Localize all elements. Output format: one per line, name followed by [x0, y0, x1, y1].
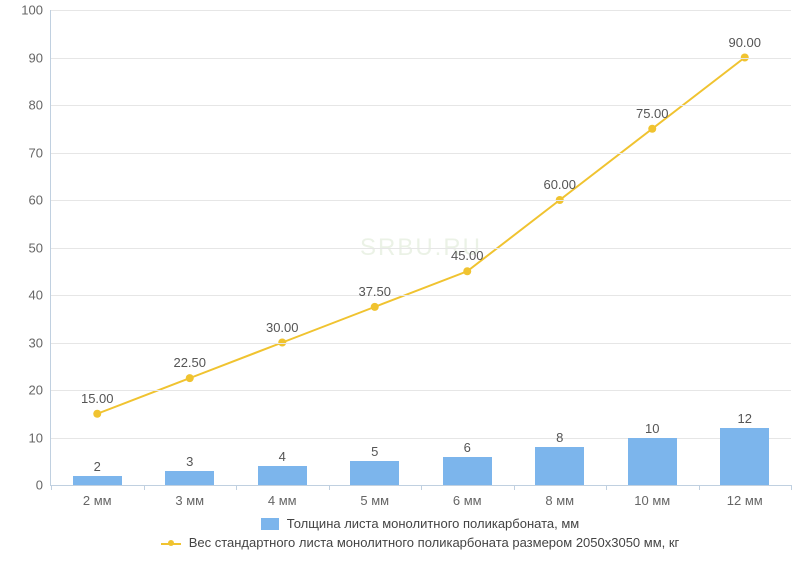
line-value-label: 45.00 [451, 248, 484, 263]
y-tick-label: 50 [29, 240, 43, 255]
gridline [51, 10, 791, 11]
line-value-label: 60.00 [543, 177, 576, 192]
x-category-label: 8 мм [545, 485, 574, 508]
bar: 8 [535, 447, 584, 485]
x-tick-mark [606, 485, 607, 490]
bar-value-label: 6 [464, 440, 471, 457]
y-tick-label: 70 [29, 145, 43, 160]
bar: 4 [258, 466, 307, 485]
gridline [51, 58, 791, 59]
x-tick-mark [51, 485, 52, 490]
gridline [51, 295, 791, 296]
x-category-label: 12 мм [727, 485, 763, 508]
gridline [51, 343, 791, 344]
line-value-label: 30.00 [266, 320, 299, 335]
bar-value-label: 3 [186, 454, 193, 471]
bar-value-label: 5 [371, 444, 378, 461]
bar-value-label: 4 [279, 449, 286, 466]
bar-value-label: 8 [556, 430, 563, 447]
legend-swatch-line [161, 537, 181, 549]
x-tick-mark [144, 485, 145, 490]
y-tick-label: 30 [29, 335, 43, 350]
x-category-label: 3 мм [175, 485, 204, 508]
bar: 3 [165, 471, 214, 485]
bar-value-label: 10 [645, 421, 659, 438]
x-category-label: 10 мм [634, 485, 670, 508]
line-value-label: 75.00 [636, 106, 669, 121]
x-tick-mark [236, 485, 237, 490]
x-category-label: 2 мм [83, 485, 112, 508]
y-tick-label: 40 [29, 288, 43, 303]
y-tick-label: 10 [29, 430, 43, 445]
x-tick-mark [421, 485, 422, 490]
bar-value-label: 2 [94, 459, 101, 476]
legend-label-bars: Толщина листа монолитного поликарбоната,… [287, 516, 579, 531]
x-category-label: 6 мм [453, 485, 482, 508]
y-tick-label: 20 [29, 383, 43, 398]
y-tick-label: 60 [29, 193, 43, 208]
legend-swatch-bar [261, 518, 279, 530]
y-tick-label: 80 [29, 98, 43, 113]
y-tick-label: 100 [21, 3, 43, 18]
y-tick-label: 90 [29, 50, 43, 65]
line-value-label: 90.00 [728, 35, 761, 50]
line-value-label: 15.00 [81, 391, 114, 406]
gridline [51, 438, 791, 439]
bar: 5 [350, 461, 399, 485]
x-category-label: 5 мм [360, 485, 389, 508]
gridline [51, 390, 791, 391]
y-tick-label: 0 [36, 478, 43, 493]
legend-label-line: Вес стандартного листа монолитного полик… [189, 535, 680, 550]
bar: 12 [720, 428, 769, 485]
gridline [51, 248, 791, 249]
x-tick-mark [514, 485, 515, 490]
chart: SRBU.RU 01020304050607080901002 мм23 мм3… [0, 0, 800, 575]
plot-area: SRBU.RU 01020304050607080901002 мм23 мм3… [50, 10, 791, 486]
x-tick-mark [329, 485, 330, 490]
x-tick-mark [699, 485, 700, 490]
legend-item-line: Вес стандартного листа монолитного полик… [50, 535, 790, 550]
legend-item-bars: Толщина листа монолитного поликарбоната,… [50, 516, 790, 531]
bar-value-label: 12 [738, 411, 752, 428]
gridline [51, 153, 791, 154]
x-category-label: 4 мм [268, 485, 297, 508]
bar: 6 [443, 457, 492, 486]
gridline [51, 200, 791, 201]
line-value-label: 37.50 [358, 284, 391, 299]
line-value-label: 22.50 [173, 355, 206, 370]
bar: 2 [73, 476, 122, 486]
legend: Толщина листа монолитного поликарбоната,… [50, 512, 790, 554]
x-tick-mark [791, 485, 792, 490]
gridline [51, 105, 791, 106]
bar: 10 [628, 438, 677, 486]
